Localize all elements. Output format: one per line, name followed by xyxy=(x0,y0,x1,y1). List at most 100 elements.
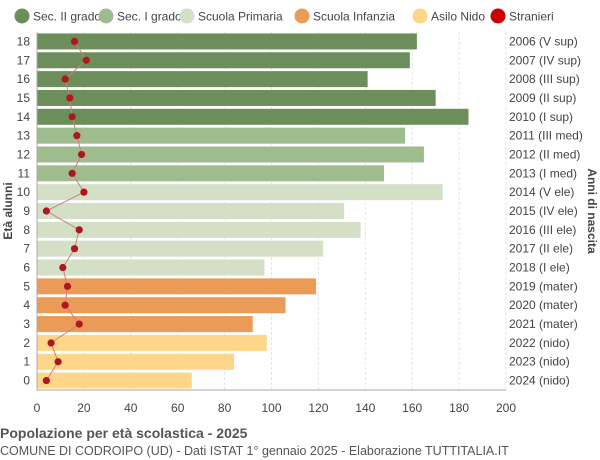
bar xyxy=(37,353,234,370)
x-tick-label: 20 xyxy=(77,401,91,415)
stranieri-point xyxy=(61,301,69,309)
legend-label: Scuola Infanzia xyxy=(313,10,395,24)
bar xyxy=(37,127,406,144)
x-tick-label: 160 xyxy=(402,401,422,415)
legend-label: Sec. I grado xyxy=(117,10,182,24)
stranieri-point xyxy=(73,132,81,140)
y-axis-label-right: Anni di nascita xyxy=(585,168,599,254)
y-tick-label: 13 xyxy=(17,129,31,143)
birth-year-label: 2009 (II sup) xyxy=(509,91,576,105)
legend-label: Sec. II grado xyxy=(33,10,101,24)
bar xyxy=(37,203,345,219)
y-tick-label: 14 xyxy=(17,110,31,124)
stranieri-point xyxy=(70,37,79,46)
stranieri-point xyxy=(61,75,69,83)
x-tick-label: 60 xyxy=(171,401,185,415)
y-axis-label: Età alunni xyxy=(1,182,15,239)
x-tick-label: 120 xyxy=(308,401,328,415)
legend-swatch xyxy=(98,8,114,24)
stranieri-point xyxy=(59,263,67,272)
x-tick-label: 200 xyxy=(496,401,516,415)
stranieri-point xyxy=(80,188,88,196)
stranieri-point xyxy=(75,226,83,234)
birth-year-label: 2014 (V ele) xyxy=(509,185,574,199)
birth-year-label: 2013 (I med) xyxy=(509,166,577,180)
bar xyxy=(37,71,368,88)
legend-label: Stranieri xyxy=(509,10,554,24)
birth-year-label: 2007 (IV sup) xyxy=(509,53,581,67)
stranieri-point xyxy=(42,207,50,215)
birth-year-label: 2019 (mater) xyxy=(509,279,578,293)
bar xyxy=(37,297,286,314)
x-tick-label: 0 xyxy=(34,401,41,415)
stranieri-point xyxy=(75,320,83,328)
stranieri-point xyxy=(63,282,72,290)
birth-year-label: 2017 (II ele) xyxy=(509,242,573,256)
stranieri-point xyxy=(66,94,74,102)
bar xyxy=(37,108,469,125)
stranieri-point xyxy=(77,150,86,159)
stranieri-point xyxy=(42,376,50,385)
birth-year-label: 2023 (nido) xyxy=(509,355,570,369)
bar xyxy=(37,221,361,238)
legend-swatch xyxy=(294,8,310,24)
x-tick-label: 80 xyxy=(218,401,232,415)
y-tick-label: 4 xyxy=(23,298,30,312)
y-tick-label: 5 xyxy=(23,279,30,293)
bar xyxy=(37,146,424,163)
birth-year-label: 2011 (III med) xyxy=(509,129,583,143)
y-tick-label: 9 xyxy=(23,204,30,218)
bar xyxy=(37,184,443,201)
bar xyxy=(37,259,265,276)
legend-label: Asilo Nido xyxy=(431,10,485,24)
bar xyxy=(37,165,385,182)
birth-year-label: 2018 (I ele) xyxy=(509,261,570,275)
x-tick-label: 180 xyxy=(449,401,469,415)
legend-label: Scuola Primaria xyxy=(198,10,283,24)
bar xyxy=(37,372,192,389)
bar xyxy=(37,278,317,295)
birth-year-label: 2024 (nido) xyxy=(509,374,570,388)
stranieri-point xyxy=(68,113,76,121)
x-tick-label: 40 xyxy=(124,401,138,415)
birth-year-label: 2022 (nido) xyxy=(509,336,570,350)
y-tick-label: 17 xyxy=(17,53,31,67)
bar xyxy=(37,316,253,333)
birth-year-label: 2016 (III ele) xyxy=(509,223,576,237)
stranieri-point xyxy=(82,56,90,64)
y-tick-label: 0 xyxy=(23,374,30,388)
legend-swatch xyxy=(490,8,506,24)
bar xyxy=(37,89,436,106)
y-tick-label: 3 xyxy=(23,317,30,331)
y-tick-label: 11 xyxy=(18,166,31,180)
y-tick-label: 7 xyxy=(23,242,30,256)
bar xyxy=(37,334,267,351)
stranieri-point xyxy=(70,245,79,253)
y-tick-label: 2 xyxy=(23,336,30,350)
x-tick-label: 140 xyxy=(355,401,375,415)
birth-year-label: 2008 (III sup) xyxy=(509,72,580,86)
y-tick-label: 1 xyxy=(23,355,30,369)
bar xyxy=(37,240,324,257)
y-tick-label: 18 xyxy=(17,34,31,48)
birth-year-label: 2015 (IV ele) xyxy=(509,204,578,218)
y-tick-label: 15 xyxy=(17,91,31,105)
y-tick-label: 12 xyxy=(17,147,31,161)
birth-year-label: 2006 (V sup) xyxy=(509,34,578,48)
birth-year-label: 2020 (mater) xyxy=(509,298,578,312)
birth-year-label: 2012 (II med) xyxy=(509,147,580,161)
legend-swatch xyxy=(179,8,195,24)
birth-year-label: 2010 (I sup) xyxy=(509,110,573,124)
bar xyxy=(37,33,417,50)
stranieri-point xyxy=(47,339,55,347)
chart-title: Popolazione per età scolastica - 2025 xyxy=(0,425,248,441)
bar xyxy=(37,52,410,69)
y-tick-label: 6 xyxy=(23,261,30,275)
x-tick-label: 100 xyxy=(261,401,281,415)
legend-swatch xyxy=(14,8,30,24)
y-tick-label: 10 xyxy=(17,185,31,199)
stranieri-point xyxy=(54,358,62,366)
y-tick-label: 8 xyxy=(23,223,30,237)
y-tick-label: 16 xyxy=(17,72,31,86)
